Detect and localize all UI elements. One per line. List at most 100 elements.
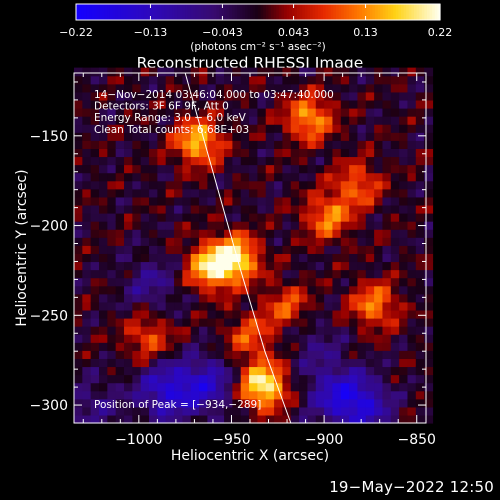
image-pixel (174, 172, 183, 182)
image-pixel (374, 132, 384, 141)
image-pixel (415, 318, 425, 327)
image-pixel (274, 172, 284, 182)
image-pixel (399, 374, 409, 384)
image-pixel (124, 148, 133, 158)
image-pixel (407, 285, 417, 295)
image-pixel (390, 221, 400, 230)
colorbar-segment (250, 4, 254, 20)
image-pixel (124, 188, 133, 198)
image-pixel (265, 221, 275, 230)
image-pixel (407, 318, 417, 327)
image-pixel (274, 91, 284, 101)
image-pixel (224, 301, 233, 311)
footer-date: 19−May−2022 12:50 (329, 478, 494, 496)
image-pixel (140, 156, 150, 166)
image-pixel (274, 414, 284, 424)
image-pixel (174, 116, 183, 125)
image-pixel (224, 204, 233, 214)
image-pixel (107, 398, 117, 408)
image-pixel (374, 285, 384, 295)
image-pixel (132, 285, 142, 295)
image-pixel (165, 108, 175, 117)
image-pixel (307, 172, 317, 182)
colorbar-segment (229, 4, 233, 20)
image-pixel (399, 390, 409, 400)
image-pixel (90, 91, 100, 101)
image-pixel (124, 196, 133, 206)
image-pixel (415, 204, 425, 214)
image-pixel (349, 269, 359, 279)
image-pixel (390, 116, 400, 125)
image-pixel (157, 221, 167, 230)
image-pixel (407, 237, 417, 246)
image-pixel (149, 253, 158, 263)
image-pixel (90, 342, 100, 351)
image-pixel (374, 414, 384, 424)
image-pixel (357, 172, 367, 182)
image-pixel (307, 245, 317, 254)
image-pixel (199, 382, 208, 392)
peak-position-label: Position of Peak = [−934,−289] (94, 399, 261, 411)
image-pixel (82, 229, 92, 238)
image-pixel (74, 406, 83, 416)
image-pixel (265, 67, 275, 77)
image-pixel (424, 172, 434, 182)
image-pixel (265, 148, 275, 158)
image-pixel (424, 221, 434, 230)
image-pixel (132, 334, 142, 343)
image-pixel (324, 221, 334, 230)
image-pixel (115, 326, 125, 335)
image-pixel (224, 91, 233, 101)
colorbar-segment (408, 4, 412, 20)
image-pixel (190, 156, 200, 166)
image-pixel (290, 269, 300, 279)
image-pixel (382, 301, 392, 311)
image-pixel (315, 148, 325, 158)
image-pixel (399, 164, 409, 174)
image-pixel (424, 277, 434, 287)
image-pixel (265, 213, 275, 222)
image-pixel (324, 75, 334, 85)
image-pixel (207, 67, 217, 77)
image-pixel (215, 108, 225, 117)
image-pixel (415, 213, 425, 222)
image-pixel (132, 75, 142, 85)
image-pixel (282, 277, 292, 287)
image-pixel (257, 83, 267, 93)
image-pixel (140, 261, 150, 271)
image-pixel (374, 148, 384, 158)
image-pixel (399, 245, 409, 254)
image-pixel (232, 124, 242, 133)
image-pixel (365, 326, 375, 335)
image-pixel (182, 229, 192, 238)
image-pixel (415, 180, 425, 190)
image-pixel (224, 99, 233, 109)
image-pixel (274, 277, 284, 287)
image-pixel (82, 91, 92, 101)
image-pixel (282, 196, 292, 206)
image-pixel (107, 140, 117, 149)
image-pixel (240, 277, 250, 287)
image-pixel (232, 374, 242, 384)
image-pixel (132, 293, 142, 303)
image-pixel (182, 99, 192, 109)
image-pixel (215, 269, 225, 279)
image-pixel (374, 156, 384, 166)
image-pixel (349, 116, 359, 125)
colorbar-segment (190, 4, 194, 20)
image-pixel (249, 213, 259, 222)
image-pixel (190, 309, 200, 319)
image-pixel (340, 132, 350, 141)
image-pixel (357, 334, 367, 343)
image-pixel (240, 83, 250, 93)
image-pixel (182, 326, 192, 335)
image-pixel (249, 221, 259, 230)
image-pixel (140, 108, 150, 117)
image-pixel (165, 229, 175, 238)
image-pixel (149, 108, 158, 117)
image-pixel (240, 382, 250, 392)
image-pixel (324, 164, 334, 174)
colorbar-segment (211, 4, 215, 20)
image-pixel (390, 326, 400, 335)
image-pixel (115, 83, 125, 93)
